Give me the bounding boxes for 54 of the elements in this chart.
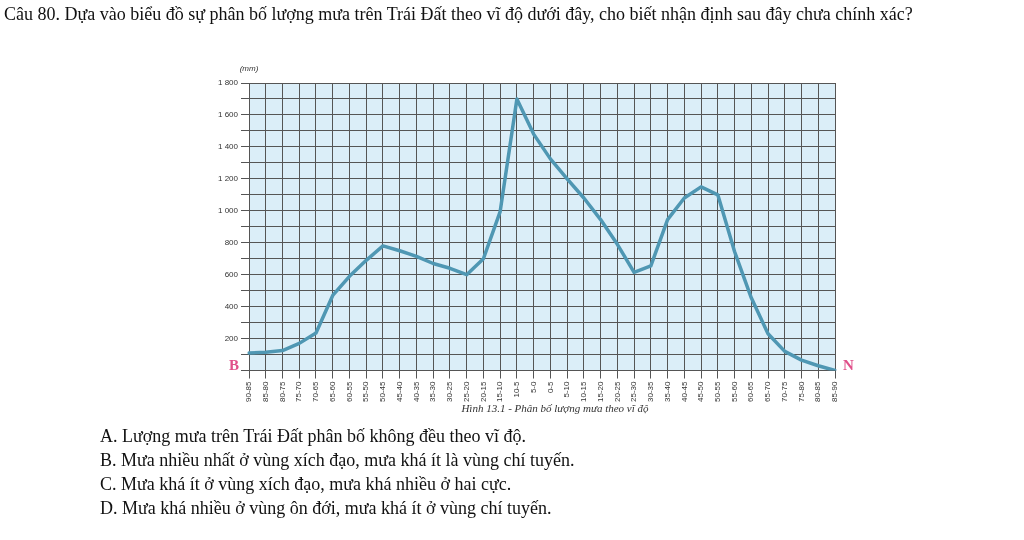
x-tick-label: 35-40 <box>662 381 672 403</box>
x-tick-label: 10-5 <box>512 380 522 398</box>
x-tick-label: 90-85 <box>244 381 254 403</box>
x-tick-label: 75-80 <box>796 381 806 403</box>
x-tick-label: 85-80 <box>260 381 270 403</box>
text: D. Mưa khá nhiều ở vùng ôn đới, mưa khá ít ở vùng chí tuyến. <box>100 497 553 520</box>
x-tick-label: 10-15 <box>579 381 589 403</box>
x-tick-label: 70-75 <box>779 381 789 403</box>
y-tick-label: 400 <box>224 301 239 311</box>
x-tick-label: 60-55 <box>344 381 354 403</box>
y-tick-label: 1 000 <box>217 206 239 215</box>
x-tick-label: 80-75 <box>277 381 287 403</box>
x-tick-label: 25-20 <box>461 381 471 403</box>
x-tick-label: 50-55 <box>713 381 723 403</box>
x-tick-label: 60-65 <box>746 381 756 403</box>
x-tick-label: 0-5 <box>545 380 555 394</box>
x-tick-label: 15-20 <box>595 381 605 403</box>
chart-title: Câu 80. Dựa vào biểu đồ sự phân bố lượng mưa trên Trái Đất theo vĩ độ dưới đây, cho biết nhận định sau đây chưa chính xác? <box>4 3 914 26</box>
x-tick-label: 65-70 <box>763 381 773 403</box>
y-tick-label: 1 800 <box>217 78 239 88</box>
x-tick-label: 75-70 <box>294 381 304 403</box>
x-tick-label: 55-60 <box>729 381 739 403</box>
text: N <box>843 357 854 374</box>
x-tick-label: 70-65 <box>311 381 321 403</box>
x-tick-label: 5-0 <box>528 380 538 394</box>
text: C. Mưa khá ít ở vùng xích đạo, mưa khá nhiều ở hai cực. <box>100 473 513 496</box>
x-tick-label: 85-90 <box>830 381 840 403</box>
x-tick-label: 40-35 <box>411 381 421 403</box>
x-tick-label: 45-50 <box>696 381 706 403</box>
x-tick-label: 30-35 <box>646 381 656 403</box>
y-axis-title: (mm) <box>239 64 259 74</box>
y-tick-label: 1 600 <box>217 110 239 120</box>
x-tick-label: 30-25 <box>445 381 455 403</box>
text: B. Mưa nhiều nhất ở vùng xích đạo, mưa khá ít là vùng chí tuyến. <box>100 449 575 472</box>
x-tick-label: 55-50 <box>361 381 371 403</box>
x-tick-label: 50-45 <box>378 381 388 403</box>
x-tick-label: 20-15 <box>478 381 488 403</box>
text: Hình 13.1 - Phân bố lượng mưa theo vĩ độ <box>460 402 650 414</box>
y-tick-label: 800 <box>224 237 239 247</box>
x-tick-label: 80-85 <box>813 381 823 403</box>
x-tick-label: 35-30 <box>428 381 438 403</box>
x-tick-label: 5-10 <box>562 380 572 398</box>
x-tick-label: 20-25 <box>612 381 622 403</box>
x-tick-label: 40-45 <box>679 381 689 403</box>
x-tick-label: 65-60 <box>327 381 337 403</box>
y-tick-label: 1 400 <box>217 142 239 152</box>
x-tick-label: 15-10 <box>495 381 505 403</box>
x-tick-label: 45-40 <box>394 381 404 403</box>
y-tick-label: 200 <box>224 333 239 343</box>
y-tick-label: 600 <box>224 269 239 279</box>
x-tick-label: 25-30 <box>629 381 639 403</box>
y-tick-label: 1 200 <box>217 174 239 184</box>
text: B <box>229 357 240 374</box>
text: A. Lượng mưa trên Trái Đất phân bố không đều theo vĩ độ. <box>100 425 527 448</box>
